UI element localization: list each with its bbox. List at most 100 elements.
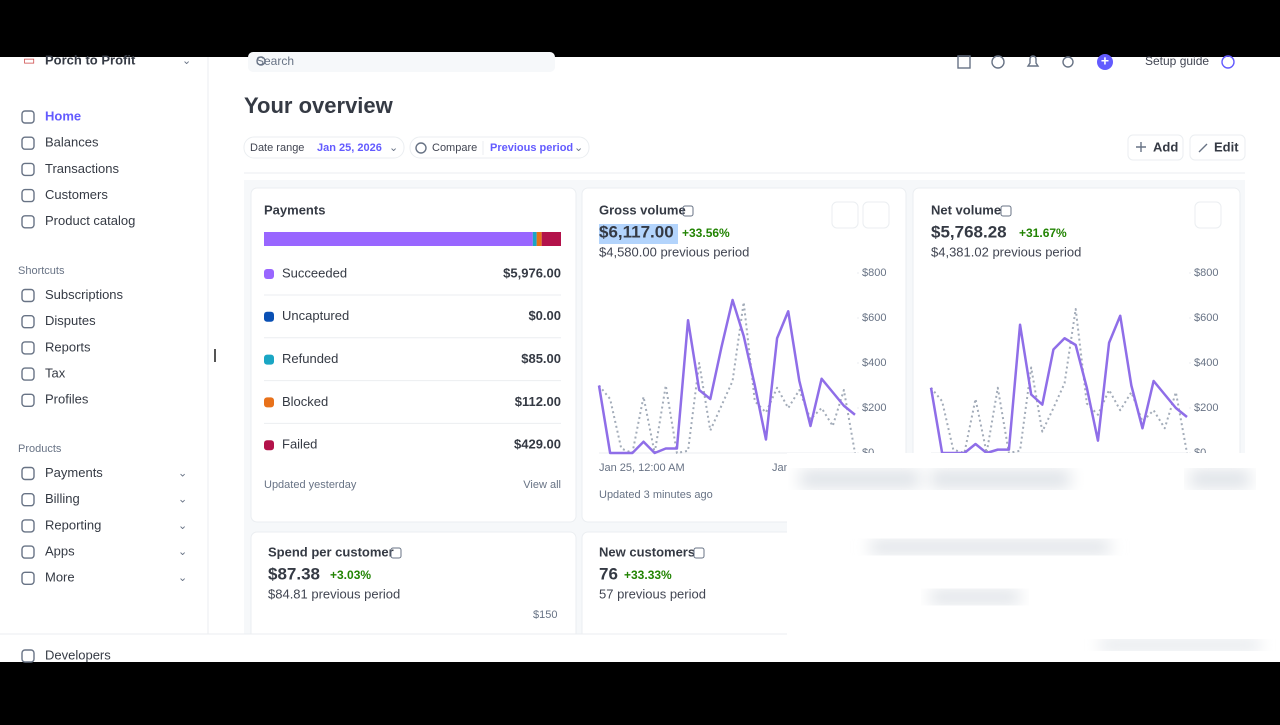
nav-icon xyxy=(21,466,35,481)
chevron: ⌄ xyxy=(178,467,187,479)
compare-value[interactable]: Previous period xyxy=(490,142,573,154)
previous: $4,381.02 previous period xyxy=(931,244,1081,259)
x-label: Jan 25, 12:00 AM xyxy=(599,462,685,474)
nav-icon xyxy=(21,493,35,507)
blur-shape xyxy=(1100,640,1260,650)
compare-label[interactable]: Compare xyxy=(432,142,477,154)
nav-icon xyxy=(21,519,35,533)
nav-item[interactable]: Reporting xyxy=(45,517,101,532)
status-label: Succeeded xyxy=(282,265,347,280)
svg-text:⌄: ⌄ xyxy=(389,142,398,154)
nav-item[interactable]: Transactions xyxy=(45,161,119,176)
status-amount: $5,976.00 xyxy=(503,265,561,280)
footer-bar xyxy=(0,634,787,662)
svg-text:⌄: ⌄ xyxy=(574,142,583,154)
info-icon xyxy=(1000,205,1012,217)
nav-icon xyxy=(21,341,35,355)
metric-value: $5,768.28 xyxy=(931,222,1007,241)
x-label: Jan xyxy=(772,462,790,474)
previous: 57 previous period xyxy=(599,586,706,601)
nav-item[interactable]: Home xyxy=(45,108,81,123)
y-tick-label: $200 xyxy=(1194,402,1218,414)
metric-value: $87.38 xyxy=(268,564,320,583)
status-label: Failed xyxy=(282,437,317,452)
card-title: Net volume xyxy=(931,202,1001,217)
nav-item[interactable]: Reports xyxy=(45,339,91,354)
blur-shape xyxy=(1190,470,1250,488)
y-tick-label: $800 xyxy=(1194,267,1218,279)
add-button[interactable]: Add xyxy=(1153,139,1178,154)
nav-icon xyxy=(21,393,35,407)
nav-icon xyxy=(21,215,35,229)
y-tick-label: $600 xyxy=(1194,312,1218,324)
nav-item[interactable]: Payments xyxy=(45,465,103,480)
change: +33.56% xyxy=(682,226,730,240)
status-label: Uncaptured xyxy=(282,308,349,323)
nav-item[interactable]: Customers xyxy=(45,187,108,202)
date-label[interactable]: Date range xyxy=(250,142,304,154)
setup-guide[interactable]: Setup guide xyxy=(1145,54,1209,68)
chevron: ⌄ xyxy=(178,572,187,584)
nav-icon xyxy=(21,136,35,150)
nav-item[interactable]: More xyxy=(45,570,75,585)
blur-shape xyxy=(930,590,1020,604)
chevron: ⌄ xyxy=(178,546,187,558)
nav-icon xyxy=(21,571,35,585)
view-all[interactable]: View all xyxy=(523,479,561,491)
series-line xyxy=(929,314,1188,455)
nav-item[interactable]: Disputes xyxy=(45,313,96,328)
change: +31.67% xyxy=(1019,226,1067,240)
section-title: Products xyxy=(18,443,62,455)
page-title: Your overview xyxy=(244,93,394,118)
svg-text:⌄: ⌄ xyxy=(182,55,191,67)
blur-shape xyxy=(870,540,1110,554)
search[interactable]: Search xyxy=(256,54,294,68)
metric-value: $6,117.00 xyxy=(599,222,674,241)
bar-segment xyxy=(541,232,561,246)
nav-icon xyxy=(21,649,35,663)
account-name[interactable]: Porch to Profit xyxy=(45,52,136,67)
nav-item[interactable]: Profiles xyxy=(45,392,89,407)
nav-icon xyxy=(21,367,35,381)
bar-segment xyxy=(536,232,542,246)
status-dot xyxy=(264,397,274,408)
nav-item[interactable]: Product catalog xyxy=(45,213,135,228)
nav-item[interactable]: Balances xyxy=(45,135,99,150)
developers[interactable]: Developers xyxy=(45,647,111,662)
y-tick-label: $400 xyxy=(1194,357,1218,369)
y-tick-label: $800 xyxy=(862,267,886,279)
status-dot xyxy=(264,354,274,365)
status-amount: $112.00 xyxy=(515,394,561,409)
blur-shape xyxy=(930,470,1070,488)
series-line xyxy=(598,301,856,454)
updated: Updated yesterday xyxy=(264,479,357,491)
card-title: Gross volume xyxy=(599,202,686,217)
y-tick-label: $400 xyxy=(862,357,886,369)
series-line xyxy=(597,298,856,455)
y-tick-label: $600 xyxy=(862,312,886,324)
nav-item[interactable]: Billing xyxy=(45,491,80,506)
bar-segment xyxy=(264,232,533,246)
svg-text:+: + xyxy=(1101,53,1109,69)
previous: $84.81 previous period xyxy=(268,586,400,601)
nav-item[interactable]: Tax xyxy=(45,366,66,381)
card-title: Payments xyxy=(264,202,325,217)
info-icon xyxy=(390,547,402,559)
svg-text:▭: ▭ xyxy=(23,52,35,67)
card-title: Spend per customer xyxy=(268,544,394,559)
date-value[interactable]: Jan 25, 2026 xyxy=(317,142,382,154)
status-amount: $0.00 xyxy=(528,308,561,323)
change: +33.33% xyxy=(624,568,672,582)
change: +3.03% xyxy=(330,568,371,582)
chevron: ⌄ xyxy=(178,520,187,532)
nav-icon xyxy=(21,545,35,559)
edit-button[interactable]: Edit xyxy=(1214,139,1239,154)
nav-item[interactable]: Apps xyxy=(45,544,75,559)
nav-item[interactable]: Subscriptions xyxy=(45,287,124,302)
status-amount: $429.00 xyxy=(514,437,561,452)
bar-segment xyxy=(532,232,537,246)
y-tick-label: $150 xyxy=(533,609,557,621)
y-tick-label: $200 xyxy=(862,402,886,414)
metric-value: 76 xyxy=(599,564,618,583)
